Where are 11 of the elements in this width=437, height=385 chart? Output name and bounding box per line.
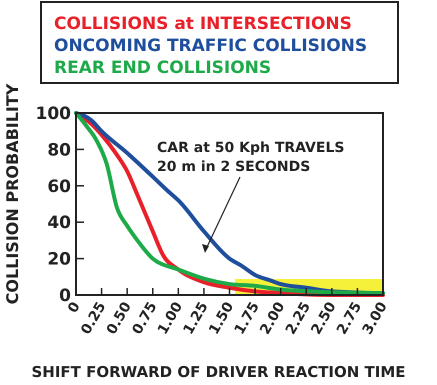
y-tick-label: 40 bbox=[47, 213, 72, 234]
annotation: CAR at 50 Kph TRAVELS 20 m in 2 SECONDS bbox=[157, 140, 344, 175]
x-axis-title: SHIFT FORWARD OF DRIVER REACTION TIME bbox=[31, 363, 406, 381]
y-axis-title: COLLISION PROBABILITY bbox=[3, 83, 22, 304]
y-tick-label: 20 bbox=[47, 250, 72, 270]
y-tick-label: 100 bbox=[36, 104, 72, 124]
y-tick-label: 80 bbox=[47, 140, 72, 160]
text: ONCOMING TRAFFIC COLLISIONS bbox=[54, 36, 368, 56]
y-tick-label: 60 bbox=[47, 176, 72, 197]
text: REAR END COLLISIONS bbox=[54, 58, 272, 78]
text: COLLISIONS at INTERSECTIONS bbox=[54, 14, 352, 34]
